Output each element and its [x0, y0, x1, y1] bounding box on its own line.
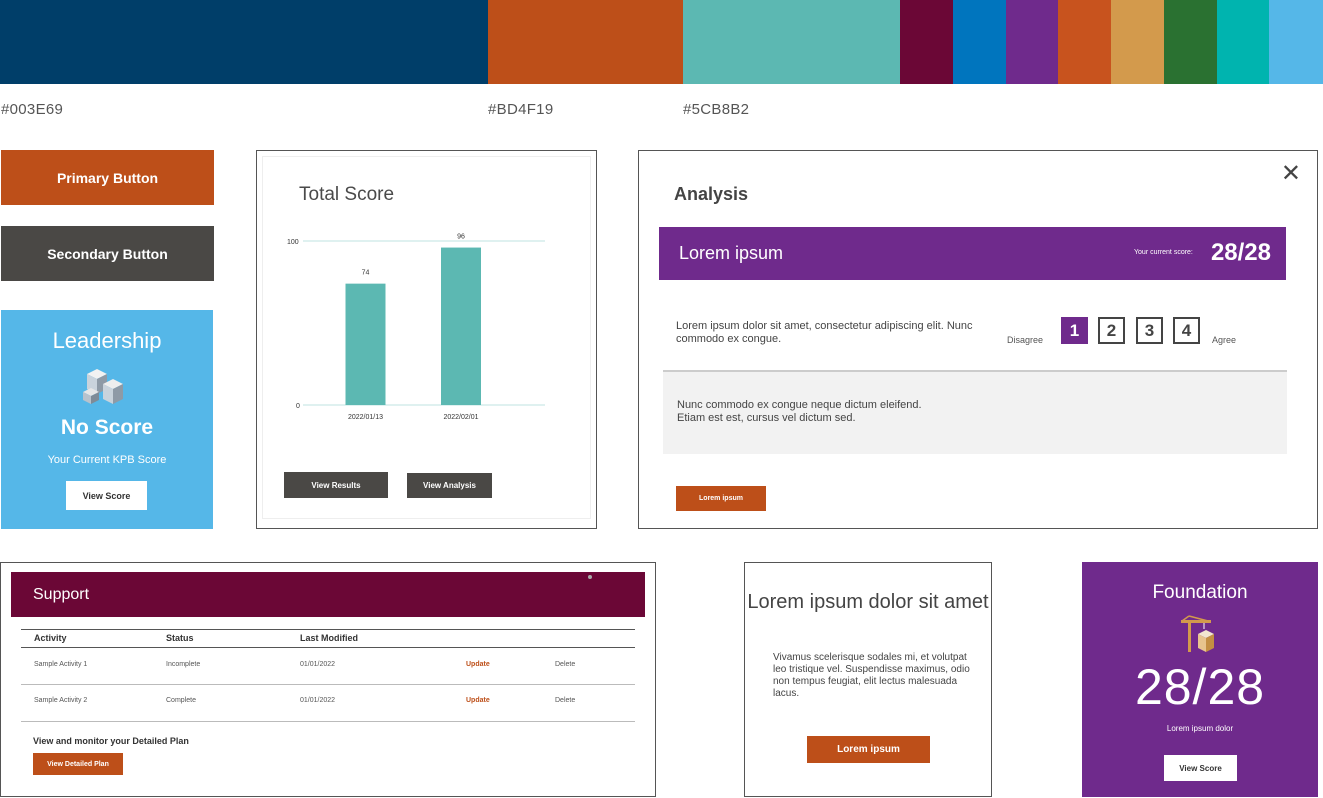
update-link[interactable]: Update	[466, 697, 490, 704]
analysis-band-label: Lorem ipsum	[679, 243, 784, 263]
column-header-last-modified: Last Modified	[300, 633, 358, 643]
swatch-primary-2	[488, 0, 683, 84]
swatch-primary-3	[683, 0, 900, 84]
row-activity: Sample Activity 1	[34, 661, 88, 668]
hex-label-2: #BD4F19	[488, 101, 554, 118]
row-divider	[21, 684, 635, 685]
crane-icon	[1181, 615, 1214, 652]
row-status: Incomplete	[166, 661, 201, 668]
foundation-subtitle: Lorem ipsum dolor	[1166, 724, 1234, 733]
swatch-secondary-2	[953, 0, 1006, 84]
scale-high-label: Agree	[1212, 335, 1237, 345]
swatch-primary-1	[0, 0, 488, 84]
view-results-button[interactable]: View Results	[284, 472, 388, 498]
secondary-button[interactable]: Secondary Button	[1, 226, 214, 281]
view-detailed-plan-button[interactable]: View Detailed Plan	[33, 753, 123, 775]
scale-option-2[interactable]: 2	[1098, 317, 1125, 344]
row-modified: 01/01/2022	[300, 697, 336, 704]
swatch-secondary-7	[1217, 0, 1269, 84]
analysis-title: Analysis	[674, 184, 749, 204]
leadership-card: Leadership No Score Your Current KPB Sco…	[1, 310, 213, 529]
foundation-view-score-button[interactable]: View Score	[1164, 755, 1237, 781]
divider	[663, 370, 1287, 372]
column-header-status: Status	[166, 633, 194, 643]
scale-option-4[interactable]: 4	[1173, 317, 1200, 344]
header-dot	[588, 575, 592, 579]
y-tick-label: 0	[296, 403, 300, 410]
foundation-score: 28/28	[1134, 659, 1266, 715]
column-header-activity: Activity	[34, 633, 67, 643]
table-header-rule	[21, 647, 635, 648]
foundation-title: Foundation	[1152, 582, 1248, 603]
scale-option-3[interactable]: 3	[1136, 317, 1163, 344]
view-analysis-button[interactable]: View Analysis	[407, 473, 492, 498]
update-link[interactable]: Update	[466, 661, 490, 668]
current-score-caption: Your current score:	[1134, 249, 1193, 256]
row-activity: Sample Activity 2	[34, 697, 88, 704]
x-tick-label: 2022/02/01	[443, 414, 478, 421]
delete-link[interactable]: Delete	[555, 697, 576, 704]
info-card-title: Lorem ipsum dolor sit amet	[747, 591, 989, 613]
total-score-inner	[262, 156, 591, 519]
detailed-plan-text: View and monitor your Detailed Plan	[33, 736, 189, 746]
y-tick-label: 100	[287, 239, 299, 246]
hex-label-1: #003E69	[1, 101, 64, 118]
leadership-score: No Score	[60, 416, 154, 439]
swatch-secondary-1	[900, 0, 953, 84]
foundation-card: Foundation 28/28 Lorem ipsum dolor View …	[1082, 562, 1318, 797]
data-label: 74	[362, 270, 370, 277]
swatch-secondary-4	[1058, 0, 1111, 84]
swatch-secondary-6	[1164, 0, 1217, 84]
x-tick-label: 2022/01/13	[348, 414, 383, 421]
delete-link[interactable]: Delete	[555, 661, 576, 668]
leadership-subtitle: Your Current KPB Score	[47, 454, 167, 466]
row-status: Complete	[166, 697, 196, 704]
analysis-note-text: Nunc commodo ex congue neque dictum elei…	[677, 399, 922, 424]
analysis-modal: Analysis ✕ Lorem ipsum Your current scor…	[638, 150, 1318, 529]
close-icon[interactable]: ✕	[1280, 160, 1301, 187]
question-text: Lorem ipsum dolor sit amet, consectetur …	[676, 320, 973, 345]
data-label: 96	[457, 234, 465, 241]
total-score-chart: 100 0 74 2022/01/13 96 2022/02/01	[287, 234, 545, 421]
chart-bar	[441, 247, 481, 405]
scale-option-1[interactable]: 1	[1061, 317, 1088, 344]
scale-low-label: Disagree	[1007, 335, 1044, 345]
info-card-body: Vivamus scelerisque sodales mi, et volut…	[773, 652, 970, 699]
row-modified: 01/01/2022	[300, 661, 336, 668]
swatch-secondary-3	[1006, 0, 1058, 84]
support-panel: Support Activity Status Last Modified Sa…	[0, 562, 656, 797]
analysis-score-band: Lorem ipsum Your current score: 28/28	[659, 227, 1286, 280]
current-score-value: 28/28	[1210, 239, 1271, 266]
swatch-secondary-5	[1111, 0, 1164, 84]
buildings-icon	[83, 369, 123, 404]
primary-button[interactable]: Primary Button	[1, 150, 214, 205]
info-card: Lorem ipsum dolor sit amet Vivamus scele…	[744, 562, 992, 797]
hex-label-3: #5CB8B2	[683, 101, 750, 118]
view-score-button[interactable]: View Score	[66, 481, 147, 510]
total-score-title: Total Score	[299, 184, 395, 205]
leadership-title: Leadership	[52, 328, 162, 353]
analysis-note: Nunc commodo ex congue neque dictum elei…	[663, 372, 1287, 454]
support-title: Support	[33, 586, 90, 603]
table-top-rule	[21, 629, 635, 630]
info-card-button[interactable]: Lorem ipsum	[807, 736, 930, 763]
total-score-card: Total Score 100 0 74 2022/01/13 96 2022/02/01…	[256, 150, 597, 529]
swatch-secondary-8	[1269, 0, 1323, 84]
analysis-action-button[interactable]: Lorem ipsum	[676, 486, 766, 511]
row-divider	[21, 721, 635, 722]
support-header: Support	[11, 572, 645, 617]
chart-bar	[345, 283, 386, 405]
